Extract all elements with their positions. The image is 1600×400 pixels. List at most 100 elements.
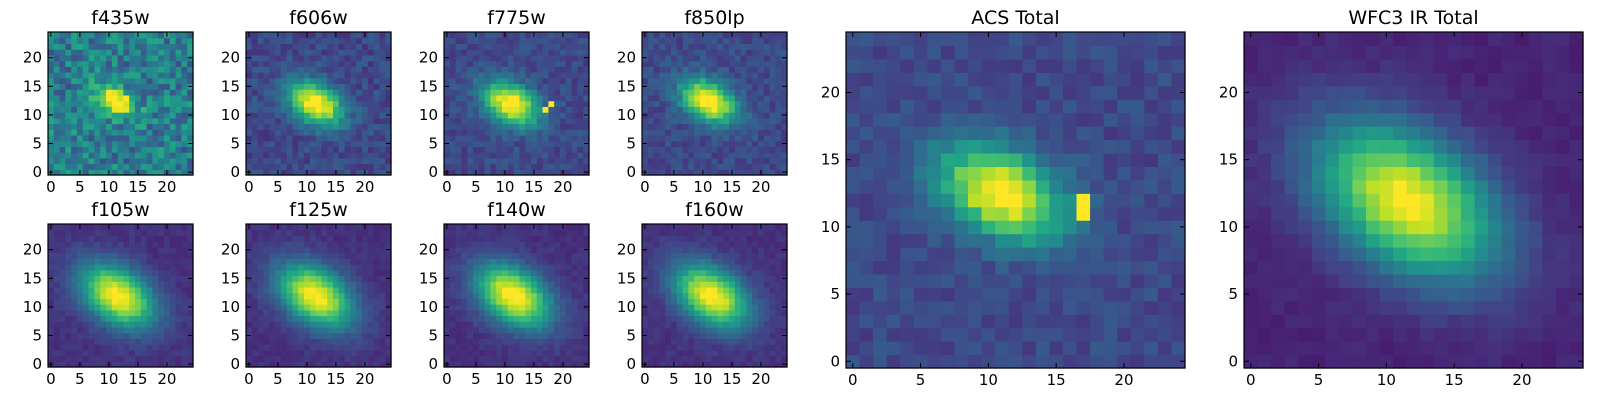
heatmap-cell [502,344,509,351]
heatmap-cell [676,94,684,102]
heatmap-cell [740,117,747,125]
heatmap-cell [688,140,695,147]
heatmap-cell [94,229,101,237]
heatmap-cell [77,43,84,50]
heatmap-cell [671,83,678,90]
heatmap-cell [280,146,288,153]
heatmap-cell [455,43,462,50]
heatmap-cell [292,229,299,237]
heatmap-cell [729,66,736,73]
heatmap-cell [292,264,299,271]
heatmap-cell [100,224,107,231]
heatmap-cell [502,264,509,271]
heatmap-cell [444,298,451,305]
heatmap-cell [304,321,311,328]
heatmap-cell [135,54,142,62]
heatmap-cell [373,100,380,107]
heatmap-cell [257,129,264,136]
heatmap-cell [158,169,165,176]
heatmap-cell [100,281,107,288]
heatmap-cell [71,134,78,142]
heatmap-cell [263,37,270,45]
heatmap-cell [181,66,188,73]
heatmap-cell [565,246,573,254]
heatmap-cell [763,326,771,334]
heatmap-cell [48,106,55,113]
heatmap-cell [723,146,730,153]
heatmap-cell [280,94,288,102]
heatmap-cell [304,129,311,136]
heatmap-cell [671,157,678,165]
heatmap-cell [734,106,742,113]
heatmap-cell [577,112,584,119]
heatmap-cell [449,281,457,288]
heatmap-cell [146,169,153,176]
heatmap-cell [257,258,264,265]
heatmap-cell [385,43,392,50]
heatmap-cell [729,60,736,67]
heatmap-cell [554,304,561,311]
heatmap-cell [583,235,590,242]
heatmap-cell [187,355,194,362]
heatmap-cell [100,37,107,45]
heatmap-cell [490,32,497,39]
heatmap-cell [752,304,759,311]
heatmap-cell [507,129,515,136]
heatmap-cell [251,264,259,271]
heatmap-cell [53,326,61,334]
heatmap-cell [321,100,328,107]
heatmap-cell [152,315,159,322]
heatmap-cell [700,292,707,299]
heatmap-cell [94,321,101,328]
heatmap-cell [82,309,90,317]
heatmap-cell [705,298,713,305]
heatmap-cell [298,134,305,142]
heatmap-cell [373,49,380,56]
heatmap-cell [653,304,660,311]
x-tick-label: 5 [273,178,283,196]
heatmap-cell [344,286,351,294]
heatmap-cell [711,298,718,305]
heatmap-cell [338,344,346,351]
heatmap-cell [536,326,544,334]
heatmap-cell [711,106,718,113]
heatmap-cell [717,140,724,147]
heatmap-cell [321,235,328,242]
heatmap-cell [309,60,317,67]
heatmap-cell [763,32,771,39]
y-tick-label: 0 [32,163,42,181]
heatmap-cell [473,269,480,277]
heatmap-cell [146,123,153,130]
heatmap-cell [478,60,486,67]
heatmap-cell [659,77,666,85]
heatmap-cell [373,224,380,231]
heatmap-cell [321,292,328,299]
heatmap-cell [775,32,782,39]
heatmap-cell [542,281,549,288]
heatmap-cell [379,269,386,277]
heatmap-cell [315,72,322,79]
heatmap-cell [257,315,264,322]
heatmap-cell [653,32,660,39]
heatmap-cell [304,66,311,73]
heatmap-cell [146,66,153,73]
heatmap-cell [746,72,753,79]
heatmap-cell [158,286,165,294]
heatmap-cell [478,246,486,254]
heatmap-cell [59,361,66,368]
heatmap-cell [729,112,736,119]
heatmap-cell [717,106,724,113]
heatmap-cell [280,241,288,248]
heatmap-cell [682,94,689,102]
heatmap-cell [65,252,72,259]
heatmap-cell [671,77,678,85]
heatmap-cell [123,106,130,113]
heatmap-cell [665,275,672,282]
heatmap-cell [385,224,392,231]
heatmap-cell [478,66,486,73]
heatmap-cell [275,66,282,73]
heatmap-cell [705,152,713,159]
heatmap-cell [536,241,544,248]
heatmap-cell [490,286,497,294]
heatmap-cell [583,321,590,328]
